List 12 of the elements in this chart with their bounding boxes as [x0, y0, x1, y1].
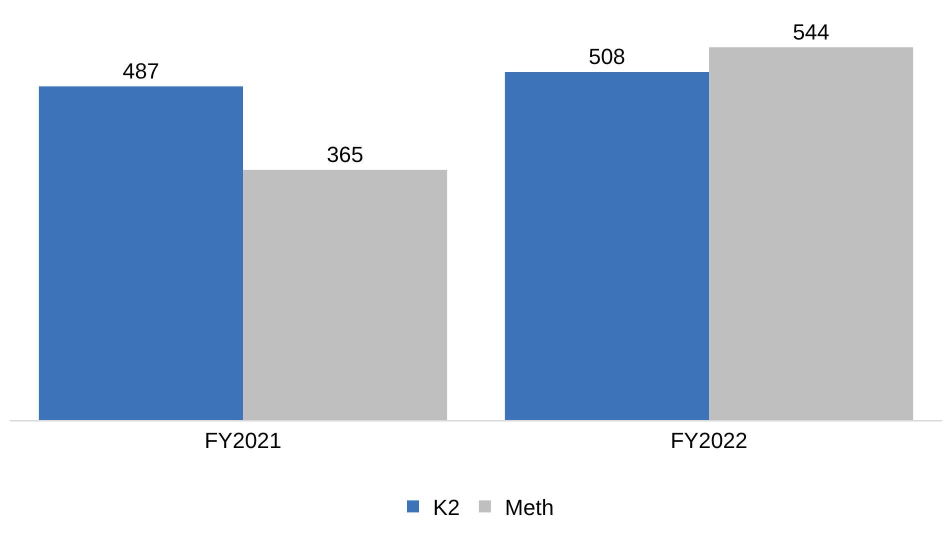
- bar: [504, 72, 709, 420]
- legend-label: Meth: [504, 494, 554, 520]
- legend-label: K2: [433, 494, 460, 520]
- bar: [243, 170, 448, 420]
- x-tick-label: FY2021: [204, 428, 282, 453]
- data-label: 365: [326, 142, 364, 167]
- data-label: 487: [122, 58, 160, 84]
- bar: [38, 86, 243, 420]
- data-label: 544: [792, 19, 830, 44]
- bar: [709, 47, 914, 420]
- data-label: 508: [588, 44, 626, 69]
- x-tick-label: FY2022: [670, 428, 748, 453]
